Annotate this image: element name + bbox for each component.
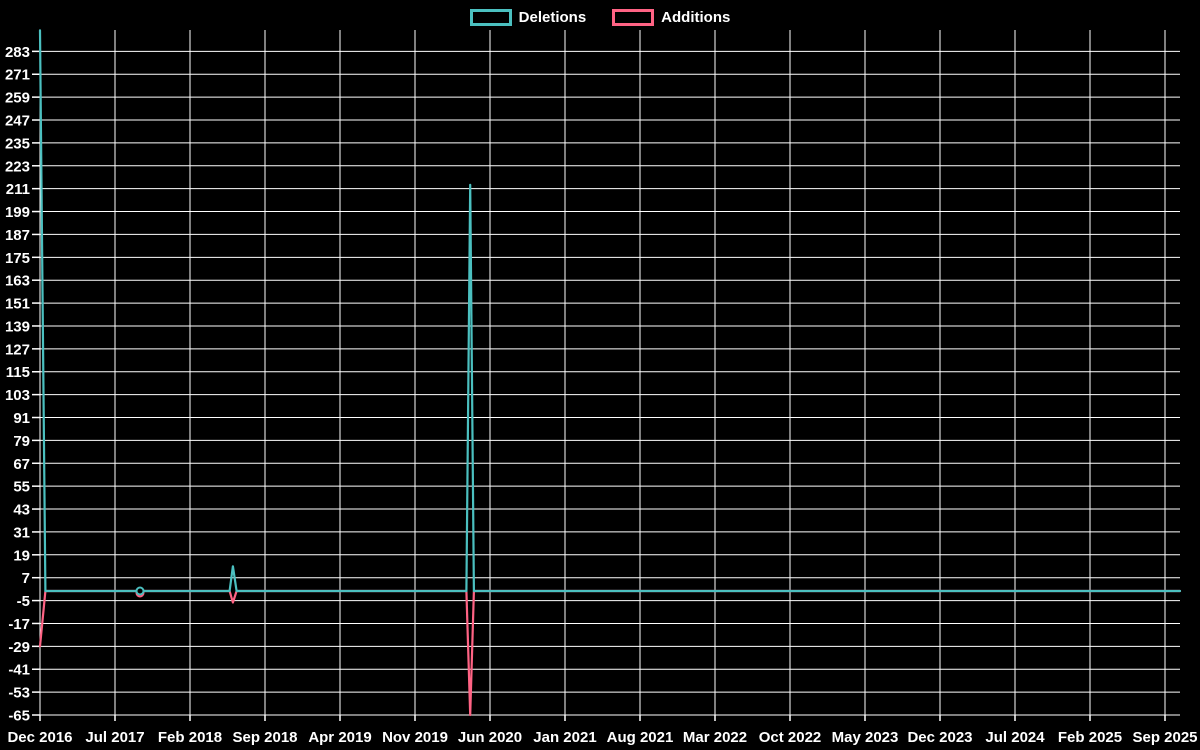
y-tick-label: -17 (8, 616, 30, 633)
y-tick-label: 163 (5, 273, 30, 290)
y-tick-label: 247 (5, 113, 30, 130)
y-tick-label: 139 (5, 318, 30, 335)
x-tick-label: Jan 2021 (533, 729, 596, 746)
x-tick-label: Apr 2019 (308, 729, 371, 746)
chart-legend: Deletions Additions (0, 6, 1200, 28)
y-tick-label: 103 (5, 387, 30, 404)
x-tick-label: Sep 2018 (232, 729, 297, 746)
y-tick-label: 19 (13, 547, 30, 564)
y-tick-label: 187 (5, 227, 30, 244)
y-tick-label: 199 (5, 204, 30, 221)
y-tick-label: -5 (17, 593, 30, 610)
y-tick-label: 115 (6, 364, 30, 381)
x-tick-label: Feb 2025 (1058, 729, 1122, 746)
y-tick-label: 223 (5, 158, 30, 175)
x-tick-label: Oct 2022 (759, 729, 822, 746)
x-tick-label: Jul 2024 (985, 729, 1045, 746)
y-tick-label: 79 (13, 433, 30, 450)
x-tick-label: May 2023 (832, 729, 899, 746)
x-tick-label: Aug 2021 (607, 729, 674, 746)
y-tick-label: -53 (8, 685, 30, 702)
x-tick-label: Mar 2022 (683, 729, 747, 746)
y-tick-label: 271 (5, 67, 30, 84)
y-tick-label: 283 (5, 44, 30, 61)
deletions-swatch-icon (612, 8, 655, 26)
y-tick-label: 259 (5, 90, 30, 107)
y-tick-label: 43 (13, 502, 30, 519)
x-tick-label: Jun 2020 (458, 729, 522, 746)
legend-item-additions[interactable]: Deletions (469, 8, 587, 26)
additions-swatch-icon (469, 8, 512, 26)
legend-label-deletions: Additions (661, 8, 731, 26)
y-tick-label: 151 (5, 296, 30, 313)
x-tick-label: Nov 2019 (382, 729, 448, 746)
y-tick-label: -65 (8, 708, 30, 725)
y-tick-label: 235 (5, 135, 30, 152)
y-tick-label: 211 (6, 181, 30, 198)
y-tick-label: 67 (13, 456, 30, 473)
x-tick-label: Sep 2025 (1132, 729, 1197, 746)
x-tick-label: Dec 2023 (907, 729, 972, 746)
point-marker-additions (135, 586, 145, 596)
legend-label-additions: Deletions (518, 8, 587, 26)
y-tick-label: 127 (5, 341, 30, 358)
y-tick-label: 31 (13, 524, 30, 541)
y-tick-label: 55 (13, 479, 30, 496)
y-tick-label: 91 (13, 410, 30, 427)
legend-item-deletions[interactable]: Additions (612, 8, 731, 26)
x-tick-label: Jul 2017 (85, 729, 144, 746)
y-tick-label: -29 (8, 639, 30, 656)
x-tick-label: Dec 2016 (7, 729, 72, 746)
series-line-deletions (38, 589, 1182, 717)
x-tick-label: Feb 2018 (158, 729, 222, 746)
y-tick-label: 7 (22, 570, 30, 587)
y-tick-label: -41 (8, 662, 30, 679)
series-line-additions (38, 29, 1182, 593)
y-tick-label: 175 (5, 250, 30, 267)
